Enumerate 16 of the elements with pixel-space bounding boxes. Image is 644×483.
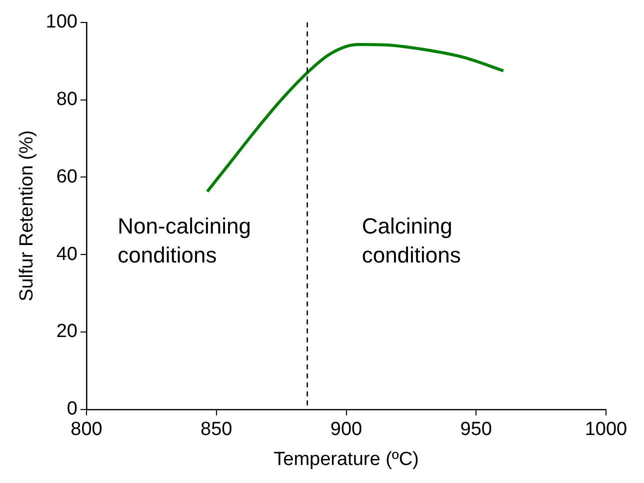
y-tick-label: 100 — [46, 12, 78, 33]
y-tick-label: 20 — [56, 321, 78, 342]
y-axis-title: Sulfur Retention (%) — [16, 130, 38, 302]
x-tick-label: 900 — [330, 419, 362, 440]
y-tick-label: 40 — [56, 244, 78, 265]
y-tick-label: 0 — [66, 398, 78, 420]
x-tick-label: 800 — [70, 419, 102, 440]
annotation: Calcining conditions — [362, 214, 461, 268]
x-tick-label: 950 — [460, 419, 492, 440]
line-series — [206, 42, 505, 194]
y-tick-label: 80 — [56, 89, 78, 110]
y-tick-label: 60 — [56, 166, 78, 188]
x-tick-label: 850 — [200, 419, 232, 440]
x-tick-label: 1000 — [584, 419, 628, 440]
annotation: Non-calcining conditions — [118, 214, 251, 268]
x-axis-title: Temperature (ºC) — [274, 448, 419, 470]
